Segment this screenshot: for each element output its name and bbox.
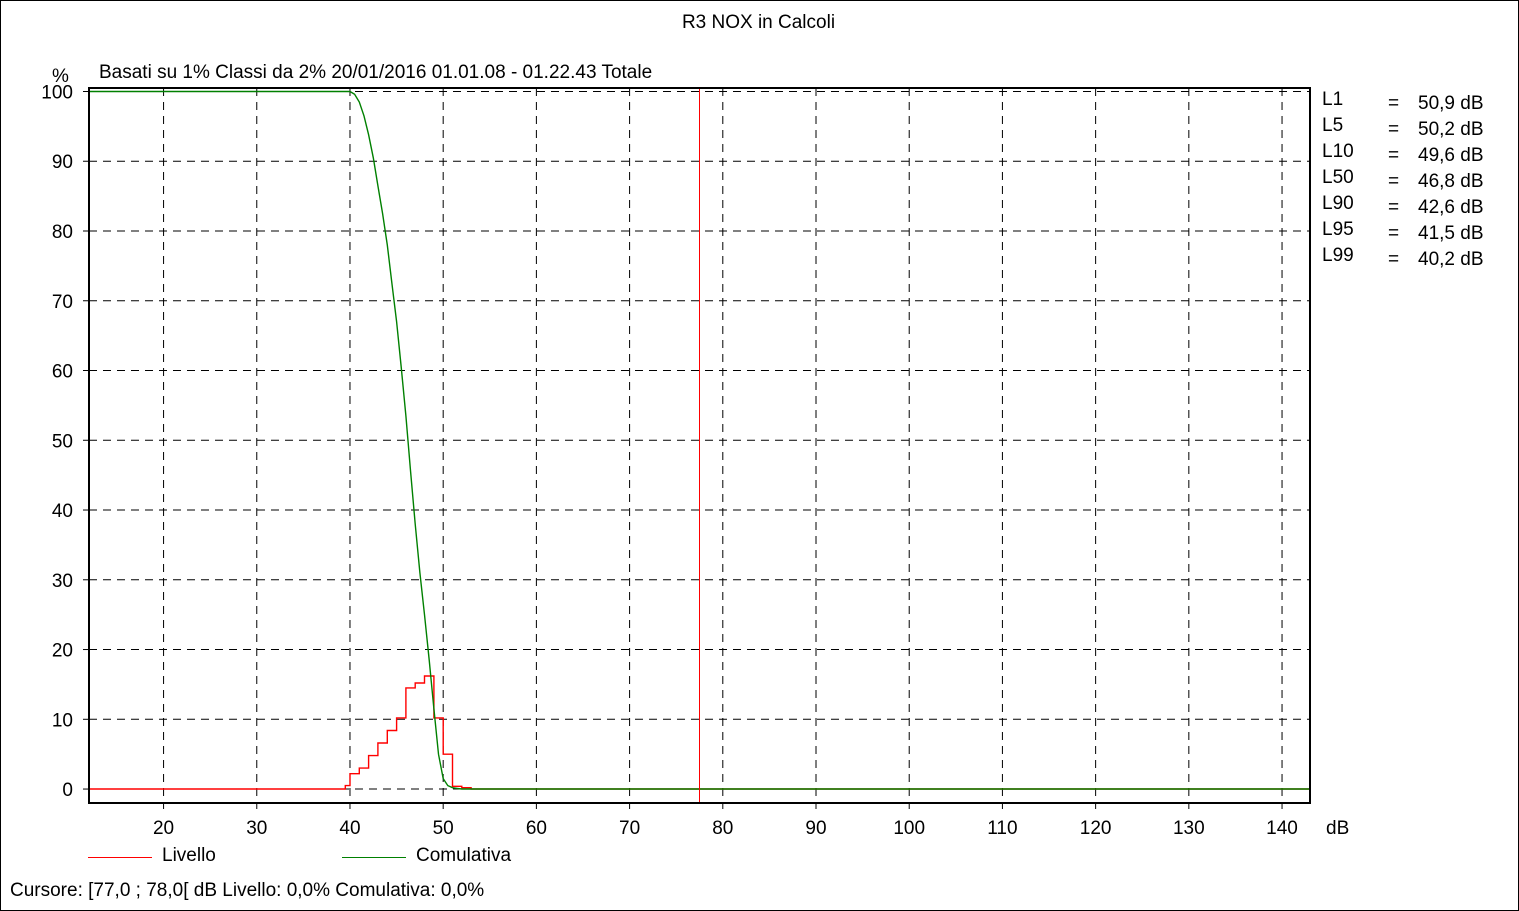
cursor-readout: Cursore: [77,0 ; 78,0[ dB Livello: 0,0% … bbox=[10, 880, 485, 901]
stat-equals: = bbox=[1388, 249, 1400, 270]
y-tick-label: 80 bbox=[52, 222, 73, 243]
stat-equals: = bbox=[1388, 171, 1400, 192]
x-tick-label: 90 bbox=[805, 818, 826, 839]
stat-value: 46,8 dB bbox=[1418, 171, 1484, 192]
x-tick-label: 30 bbox=[246, 818, 267, 839]
y-tick-label: 90 bbox=[52, 152, 73, 173]
stat-name: L1 bbox=[1322, 89, 1344, 110]
stat-name: L99 bbox=[1322, 245, 1354, 266]
x-tick-label: 40 bbox=[339, 818, 360, 839]
y-tick-label: 20 bbox=[52, 641, 73, 662]
y-tick-label: 100 bbox=[41, 82, 73, 103]
legend-label: Livello bbox=[162, 845, 216, 866]
y-axis-unit-label: % bbox=[52, 66, 69, 87]
stat-value: 40,2 dB bbox=[1418, 249, 1484, 270]
y-tick-label: 30 bbox=[52, 571, 73, 592]
stat-name: L95 bbox=[1322, 219, 1354, 240]
stat-value: 50,2 dB bbox=[1418, 119, 1484, 140]
x-tick-label: 140 bbox=[1266, 818, 1298, 839]
y-tick-label: 70 bbox=[52, 292, 73, 313]
stat-equals: = bbox=[1388, 93, 1400, 114]
stat-name: L5 bbox=[1322, 115, 1344, 136]
x-tick-label: 100 bbox=[893, 818, 925, 839]
stat-equals: = bbox=[1388, 197, 1400, 218]
legend-label: Comulativa bbox=[416, 845, 512, 866]
stat-value: 41,5 dB bbox=[1418, 223, 1484, 244]
stat-equals: = bbox=[1388, 145, 1400, 166]
x-tick-label: 70 bbox=[619, 818, 640, 839]
legend-swatch-comulativa bbox=[342, 857, 406, 858]
stat-name: L50 bbox=[1322, 167, 1354, 188]
plot-border bbox=[88, 87, 1311, 804]
series-line-livello bbox=[89, 675, 1310, 790]
x-tick-label: 60 bbox=[526, 818, 547, 839]
legend-swatch-livello bbox=[88, 857, 152, 858]
series-line-comulativa bbox=[89, 90, 1310, 790]
y-tick-label: 60 bbox=[52, 362, 73, 383]
x-tick-label: 110 bbox=[987, 818, 1017, 839]
x-tick-label: 120 bbox=[1080, 818, 1112, 839]
stat-name: L90 bbox=[1322, 193, 1354, 214]
y-tick-label: 40 bbox=[52, 501, 73, 522]
chart-subtitle: Basati su 1% Classi da 2% 20/01/2016 01.… bbox=[99, 62, 653, 83]
x-tick-label: 130 bbox=[1173, 818, 1205, 839]
stat-name: L10 bbox=[1322, 141, 1354, 162]
stat-equals: = bbox=[1388, 223, 1400, 244]
chart-title: R3 NOX in Calcoli bbox=[681, 12, 836, 33]
x-axis-unit-label: dB bbox=[1326, 818, 1350, 839]
y-tick-label: 50 bbox=[52, 431, 73, 452]
stat-value: 42,6 dB bbox=[1418, 197, 1484, 218]
x-tick-label: 80 bbox=[712, 818, 733, 839]
stat-value: 50,9 dB bbox=[1418, 93, 1484, 114]
x-tick-label: 50 bbox=[433, 818, 454, 839]
stat-equals: = bbox=[1388, 119, 1400, 140]
y-tick-label: 0 bbox=[62, 780, 73, 801]
stat-value: 49,6 dB bbox=[1418, 145, 1484, 166]
y-tick-label: 10 bbox=[52, 710, 73, 731]
x-tick-label: 20 bbox=[153, 818, 174, 839]
